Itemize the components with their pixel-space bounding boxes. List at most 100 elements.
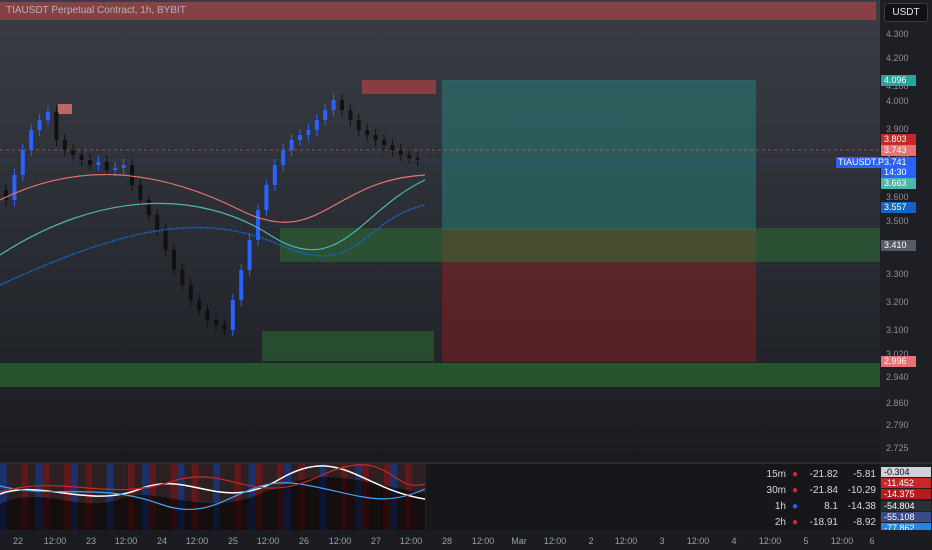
price-tick-label: 3.100 [886, 325, 909, 335]
candle-body [407, 155, 412, 158]
oscillator-band [14, 464, 22, 530]
chart-title: TIAUSDT Perpetual Contract, 1h, BYBIT [6, 5, 186, 16]
value-2: -10.29 [847, 485, 876, 496]
candle-body [12, 175, 17, 200]
price-tick-label: 3.900 [886, 124, 909, 134]
time-label: 3 [659, 536, 665, 546]
candle-body [155, 215, 160, 230]
candle-body [314, 120, 319, 130]
candle-body [348, 110, 353, 120]
title-banner [0, 2, 876, 20]
candle-body [62, 140, 67, 150]
oscillator-line-red [0, 464, 426, 493]
time-label: 12:00 [614, 536, 638, 546]
candle-body [382, 140, 386, 145]
oscillator-band [163, 464, 171, 530]
value-1: -18.91 [809, 517, 838, 528]
countdown-tag: 14:30 [881, 167, 916, 178]
oscillator-band [85, 464, 93, 530]
candle-body [54, 112, 59, 140]
candle-body [331, 100, 336, 110]
main-chart[interactable]: TIAUSDT Perpetual Contract, 1h, BYBIT [0, 0, 880, 462]
table-row: 1h ● 8.1 -14.38 [758, 499, 880, 515]
oscillator-band [184, 464, 192, 530]
oscillator-band [99, 464, 107, 530]
supply-zone [362, 80, 436, 94]
price-tick-label: 3.500 [886, 216, 909, 226]
time-label: 23 [85, 536, 97, 546]
ema2-price-tag: 3.557 [881, 202, 916, 213]
price-chart-canvas[interactable] [0, 0, 880, 462]
oscillator-band [106, 464, 114, 530]
oscillator-canvas[interactable] [0, 464, 880, 530]
time-label: 6 [869, 536, 875, 546]
osc-tag-5: -55.108 [881, 512, 931, 522]
support-zone [0, 363, 880, 387]
price-tick-label: 4.200 [886, 53, 909, 63]
candle-body [180, 270, 185, 285]
candle-body [415, 158, 420, 160]
time-label: 2 [588, 536, 594, 546]
time-label: 12:00 [256, 536, 280, 546]
oscillator-band [113, 464, 121, 530]
value-1: 8.1 [824, 501, 838, 512]
candle-body [390, 145, 395, 150]
candle-body [172, 250, 176, 270]
time-label: 26 [298, 536, 310, 546]
oscillator-band [170, 464, 178, 530]
price-tick-label: 3.020 [886, 349, 909, 359]
oscillator-band [56, 464, 64, 530]
price-tick-label: 4.100 [886, 81, 909, 91]
value-1: -21.84 [809, 485, 838, 496]
candle-body [130, 165, 134, 185]
symbol-tag: TIAUSDT.P [836, 157, 885, 168]
candle-body [398, 150, 403, 155]
low-zone [262, 331, 434, 361]
demand-zone [280, 228, 880, 262]
candle-body [281, 150, 286, 165]
stop-price-tag: 2.996 [881, 356, 916, 367]
ema-mid-line [0, 179, 426, 256]
candle-body [365, 130, 370, 135]
ema-fast-line [0, 174, 426, 223]
time-label: 12:00 [543, 536, 567, 546]
candle-body [373, 135, 378, 140]
oscillator-band [92, 464, 100, 530]
candle-body [340, 100, 344, 110]
currency-button[interactable]: USDT [884, 3, 928, 22]
oscillator-band [213, 464, 220, 530]
time-label: 5 [803, 536, 809, 546]
candle-body [79, 155, 84, 160]
price-scale[interactable]: 4.3004.2004.1004.0003.9003.8003.7003.600… [880, 0, 932, 462]
time-axis[interactable] [0, 530, 932, 550]
candle-body [188, 285, 193, 300]
candle-body [163, 230, 168, 250]
candle-body [264, 185, 269, 210]
oscillator-band [177, 464, 185, 530]
candle-body [20, 150, 25, 175]
candle-body [222, 325, 227, 330]
oscillator-band [248, 464, 256, 530]
time-label: 12:00 [758, 536, 782, 546]
candle-body [356, 120, 361, 130]
candle-body [289, 140, 294, 150]
timeframe-label: 15m [766, 469, 786, 480]
table-row: 30m ● -21.84 -10.29 [758, 483, 880, 499]
oscillator-pane[interactable] [0, 464, 880, 530]
last-price-tag: 3.741 [881, 157, 916, 168]
high-price-tag: 3.803 [881, 134, 916, 145]
price-tick-label: 2.790 [886, 420, 909, 430]
ema-price-tag: 3.663 [881, 178, 916, 189]
time-label: 12:00 [43, 536, 67, 546]
oscillator-band [49, 464, 57, 530]
level-price-tag: 3.410 [881, 240, 916, 251]
candle-body [197, 300, 202, 310]
oscillator-band [234, 464, 242, 530]
candle-body [121, 165, 126, 168]
candle-body [104, 162, 109, 170]
status-dot-icon: ● [792, 485, 799, 496]
value-1: -21.82 [809, 469, 838, 480]
oscillator-band [35, 464, 43, 530]
pane-divider[interactable] [0, 462, 932, 464]
price-tick-label: 4.000 [886, 96, 909, 106]
